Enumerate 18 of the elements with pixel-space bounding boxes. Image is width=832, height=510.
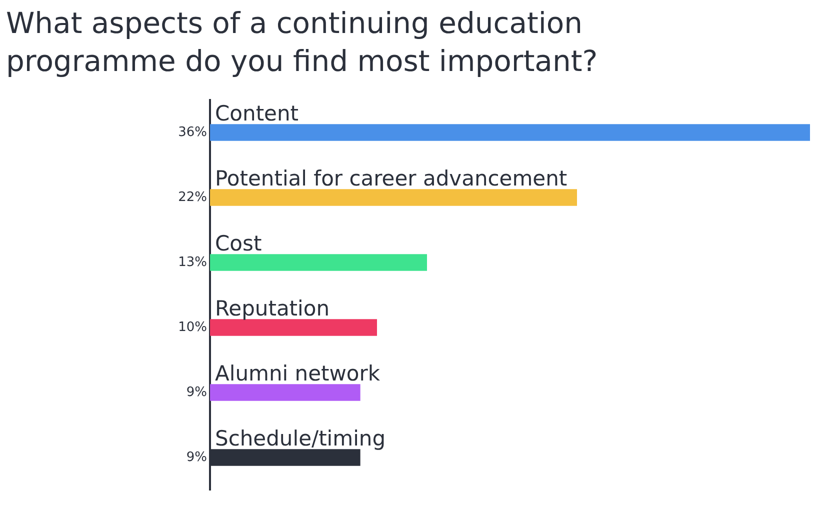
bar — [210, 319, 377, 336]
bar — [210, 124, 810, 141]
data-label: 22% — [178, 190, 207, 205]
data-label: 9% — [186, 450, 207, 465]
y-tick-label: Potential for career advancement — [215, 166, 568, 190]
data-label: 9% — [186, 384, 207, 400]
chart-title: What aspects of a continuing education programme do you find most important? — [6, 5, 599, 80]
y-tick-label: Schedule/timing — [215, 426, 386, 450]
bar — [210, 189, 577, 206]
data-label: 10% — [178, 320, 207, 335]
bar — [210, 254, 427, 271]
data-label: 13% — [178, 254, 207, 270]
bar — [210, 384, 360, 401]
y-tick-label: Reputation — [215, 296, 330, 320]
y-tick-label: Content — [215, 102, 299, 126]
data-label: 36% — [178, 124, 207, 140]
y-tick-label: Alumni network — [215, 362, 381, 386]
y-tick-label: Cost — [215, 232, 262, 256]
